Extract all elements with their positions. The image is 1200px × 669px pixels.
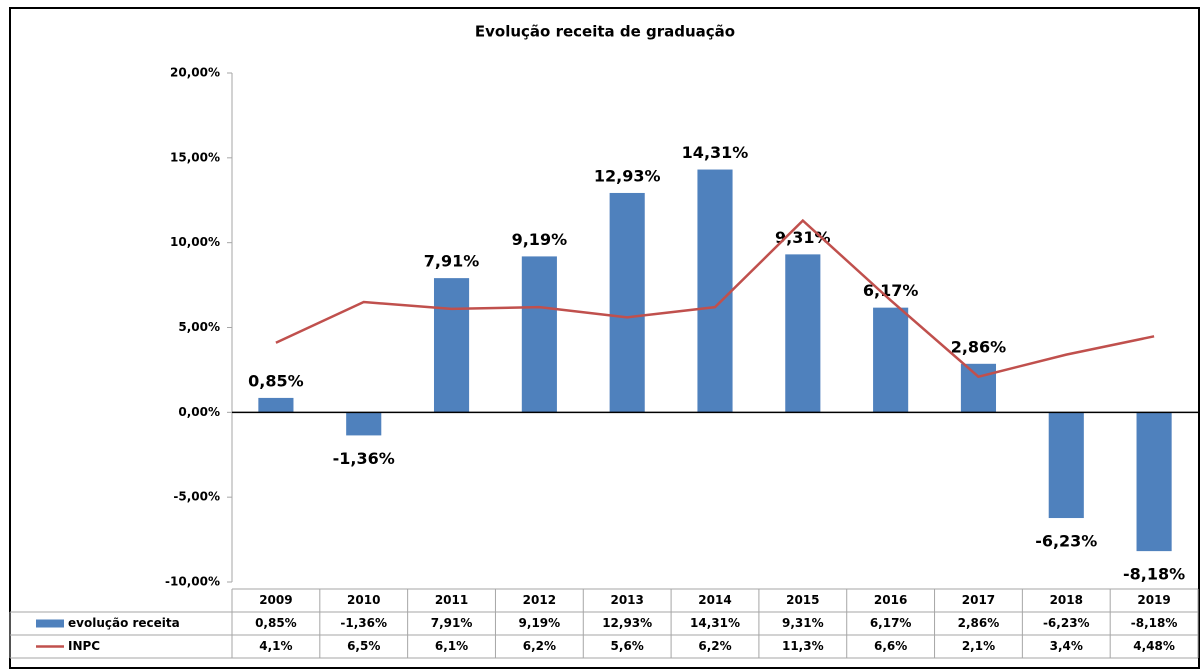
legend-label: INPC — [68, 639, 100, 653]
category-label: 2009 — [259, 593, 292, 607]
bar — [433, 278, 470, 413]
y-tick-label: 0,00% — [178, 405, 220, 419]
data-label: -8,18% — [1123, 565, 1185, 584]
legend-label: evolução receita — [68, 616, 180, 630]
data-label: 6,17% — [863, 281, 919, 300]
bar — [609, 192, 645, 413]
table-cell: 3,4% — [1050, 639, 1083, 653]
y-tick-label: 20,00% — [170, 66, 220, 80]
data-label: -1,36% — [333, 449, 395, 468]
category-label: 2013 — [610, 593, 643, 607]
table-cell: 6,2% — [523, 639, 556, 653]
data-label: -6,23% — [1035, 532, 1097, 551]
table-cell: 2,86% — [958, 616, 1000, 630]
bar — [960, 363, 997, 413]
table-cell: 12,93% — [602, 616, 652, 630]
y-tick-label: -10,00% — [165, 575, 220, 589]
table-cell: -8,18% — [1131, 616, 1178, 630]
y-tick-label: 15,00% — [170, 150, 220, 164]
table-cell: 7,91% — [431, 616, 473, 630]
table-cell: 9,31% — [782, 616, 824, 630]
bar — [258, 397, 294, 413]
line — [275, 218, 1155, 379]
bar — [1136, 412, 1172, 552]
category-label: 2018 — [1050, 593, 1083, 607]
table-cell: 6,17% — [870, 616, 912, 630]
table-cell: 4,48% — [1133, 639, 1175, 653]
category-label: 2012 — [523, 593, 556, 607]
table-cell: 5,6% — [611, 639, 644, 653]
category-label: 2015 — [786, 593, 819, 607]
category-label: 2011 — [435, 593, 468, 607]
table-cell: 6,6% — [874, 639, 907, 653]
table-cell: 14,31% — [690, 616, 740, 630]
y-tick-label: -5,00% — [173, 490, 220, 504]
table-cell: 0,85% — [255, 616, 297, 630]
bar — [697, 169, 733, 413]
y-tick-label: 5,00% — [178, 320, 220, 334]
bar — [785, 254, 821, 413]
category-label: 2019 — [1137, 593, 1170, 607]
table-cell: 2,1% — [962, 639, 995, 653]
table-cell: 6,2% — [698, 639, 731, 653]
table-cell: -6,23% — [1043, 616, 1090, 630]
legend-swatch — [36, 619, 64, 628]
category-label: 2010 — [347, 593, 380, 607]
data-label: 2,86% — [951, 337, 1007, 356]
data-label: 12,93% — [594, 166, 661, 185]
category-label: 2014 — [698, 593, 731, 607]
bar — [1048, 412, 1084, 519]
data-label: 9,19% — [512, 230, 568, 249]
chart-title: Evolução receita de graduação — [475, 23, 735, 41]
table-cell: 11,3% — [782, 639, 824, 653]
table-cell: 9,19% — [519, 616, 561, 630]
category-label: 2017 — [962, 593, 995, 607]
bar — [521, 256, 557, 413]
data-label: 7,91% — [424, 252, 480, 271]
table-cell: 6,1% — [435, 639, 468, 653]
table-cell: 4,1% — [259, 639, 292, 653]
category-label: 2016 — [874, 593, 907, 607]
data-label: 14,31% — [682, 143, 749, 162]
table-cell: -1,36% — [340, 616, 387, 630]
y-tick-label: 10,00% — [170, 235, 220, 249]
data-label: 0,85% — [248, 371, 304, 390]
bar — [873, 307, 909, 413]
table-cell: 6,5% — [347, 639, 380, 653]
chart-frame — [9, 7, 1200, 669]
bar — [346, 412, 382, 436]
